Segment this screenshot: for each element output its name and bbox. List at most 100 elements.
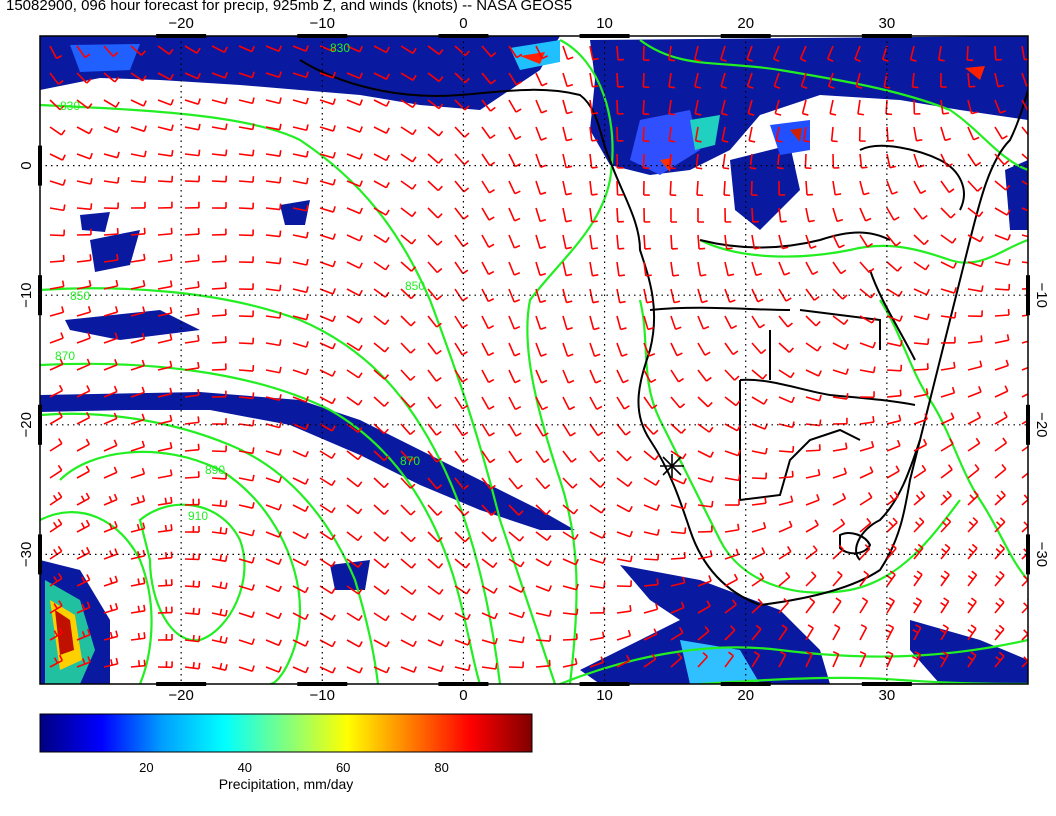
wind-barb: [589, 99, 599, 115]
wind-barb: [940, 361, 956, 371]
wind-barb: [319, 477, 336, 487]
wind-barb: [76, 306, 92, 317]
wind-barb: [751, 369, 768, 380]
wind-barb: [481, 585, 498, 594]
wind-barb: [724, 548, 740, 560]
wind-barb: [157, 496, 173, 506]
wind-barb: [103, 520, 118, 533]
wind-barb: [751, 522, 767, 533]
wind-barb: [724, 499, 740, 506]
wind-barb: [643, 477, 660, 486]
wind-barb: [211, 175, 228, 183]
wind-barb: [832, 315, 849, 326]
wind-barb: [589, 288, 599, 304]
wind-barb: [670, 369, 685, 383]
wind-barb: [535, 234, 547, 250]
wind-barb: [778, 651, 787, 668]
wind-barb: [994, 283, 1011, 291]
wind-barb: [400, 504, 416, 516]
wind-barb: [913, 126, 923, 142]
wind-barb: [670, 576, 686, 587]
wind-barb: [346, 639, 363, 648]
wind-barb: [805, 207, 815, 223]
wind-barb: [778, 571, 791, 587]
wind-barb: [103, 45, 119, 58]
contour-labels: 830 850 870 890 910 830 850 870: [55, 41, 425, 523]
wind-barb: [940, 570, 950, 587]
wind-barb: [1021, 571, 1028, 587]
wind-barb: [562, 180, 572, 196]
wind-barb: [346, 72, 363, 80]
wind-barb: [859, 466, 874, 479]
wind-barb: [319, 396, 336, 405]
wind-barb: [508, 611, 525, 619]
wind-barb: [265, 176, 282, 184]
wind-barb: [668, 153, 676, 170]
wind-barb: [642, 180, 650, 196]
wind-barb: [642, 99, 650, 116]
wind-barb: [103, 493, 118, 506]
wind-barb: [994, 411, 1008, 425]
wind-barb: [589, 531, 606, 539]
wind-barb: [292, 258, 309, 266]
wind-barb: [292, 612, 309, 621]
wind-barb: [832, 417, 848, 425]
wind-barb: [400, 558, 417, 569]
wind-barb: [184, 227, 200, 236]
wind-barb: [508, 636, 525, 644]
wind-barb: [49, 126, 66, 136]
wind-barb: [49, 99, 65, 111]
wind-barb: [184, 553, 201, 561]
colorbar-tick-label: 80: [434, 760, 448, 775]
wind-barb: [481, 450, 496, 464]
wind-barb: [265, 503, 282, 511]
wind-barb: [103, 439, 118, 452]
wind-barb: [103, 657, 119, 668]
wind-barb: [211, 418, 227, 425]
wind-barb: [103, 548, 118, 560]
wind-barb: [292, 313, 309, 321]
wind-barb: [1021, 598, 1028, 614]
wind-barb: [211, 72, 228, 79]
wind-barb: [319, 98, 336, 106]
wind-barb: [211, 97, 228, 105]
wind-barb: [481, 180, 495, 194]
wind-barb: [912, 651, 922, 668]
wind-barb: [508, 207, 521, 222]
wind-barb: [238, 123, 255, 131]
wind-barb: [427, 126, 444, 137]
wind-barb: [832, 467, 848, 479]
wind-barb: [589, 234, 599, 250]
wind-barb: [346, 612, 363, 622]
colorbar: 20 40 60 80 Precipitation, mm/day: [39, 713, 533, 792]
wind-barb: [508, 450, 523, 464]
wind-barb: [940, 490, 952, 506]
wind-barb: [643, 653, 657, 668]
wind-barb: [994, 258, 1011, 266]
wind-barb: [994, 463, 1007, 479]
wind-barb: [319, 178, 336, 186]
wind-barb: [940, 464, 953, 479]
wind-barb: [886, 126, 895, 142]
wind-barb: [481, 99, 496, 112]
wind-barb: [373, 45, 390, 54]
wind-barb: [265, 150, 282, 157]
wind-barb: [751, 624, 762, 641]
wind-barb: [103, 466, 118, 479]
wind-barb: [751, 497, 767, 506]
wind-barb: [238, 149, 255, 157]
wind-barb: [562, 633, 578, 641]
wind-barb: [589, 423, 604, 437]
wind-barb: [265, 449, 282, 456]
wind-barb: [184, 526, 200, 533]
wind-barb: [751, 315, 766, 329]
wind-barb: [76, 628, 91, 641]
wind-barb: [454, 180, 470, 193]
wind-barb: [751, 447, 768, 455]
wind-barb: [967, 624, 977, 641]
wind-barb: [319, 504, 336, 514]
wind-barb: [157, 253, 173, 263]
wind-barb: [886, 153, 897, 169]
wind-barb: [454, 612, 471, 621]
wind-barb: [211, 635, 228, 644]
